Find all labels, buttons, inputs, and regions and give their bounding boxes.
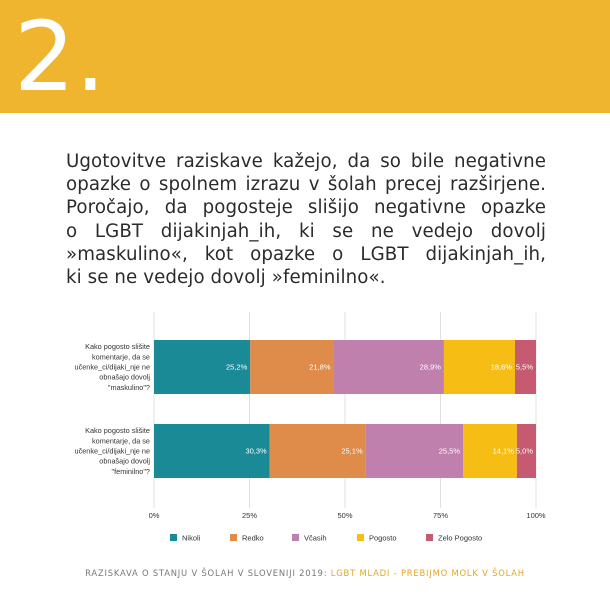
bar-segment bbox=[333, 340, 444, 394]
legend-swatch bbox=[292, 534, 299, 541]
intro-line: Ugotovitve raziskave kažejo, da so bile … bbox=[66, 151, 546, 172]
section-number-digit: 2 bbox=[14, 1, 76, 113]
footer-accent-text: LGBT MLADI - PREBIJMO MOLK V ŠOLAH bbox=[330, 568, 525, 578]
category-label: učenke_ci/dijaki_nje ne bbox=[75, 447, 150, 456]
bar-segment bbox=[463, 424, 517, 478]
bar-segment bbox=[516, 424, 536, 478]
x-tick-label: 25% bbox=[242, 511, 257, 520]
x-tick-label: 75% bbox=[433, 511, 448, 520]
data-label: 5,0% bbox=[516, 447, 533, 456]
data-label: 21,8% bbox=[309, 363, 331, 372]
legend-label: Zelo Pogosto bbox=[438, 534, 482, 543]
intro-line: o LGBT dijakinjah_ih, ki se ne vedejo do… bbox=[66, 220, 546, 242]
section-number: 2. bbox=[14, 2, 106, 112]
bar-segment bbox=[365, 424, 464, 478]
category-label: učenke_ci/dijaki_nje ne bbox=[75, 363, 150, 372]
category-label: komentarje, da se bbox=[92, 436, 150, 445]
category-label: Kako pogosto slišite bbox=[85, 342, 150, 351]
intro-line: opazke o spolnem izrazu v šolah precej r… bbox=[66, 174, 546, 196]
data-label: 30,3% bbox=[245, 447, 267, 456]
bar-segment bbox=[443, 340, 515, 394]
category-label: Kako pogosto slišite bbox=[85, 426, 150, 435]
x-tick-label: 0% bbox=[149, 511, 160, 520]
legend-label: Pogosto bbox=[369, 534, 397, 543]
bar-segment bbox=[154, 340, 251, 394]
data-label: 14,1% bbox=[493, 447, 515, 456]
legend-label: Včasih bbox=[304, 534, 327, 543]
intro-paragraph: Ugotovitve raziskave kažejo, da so bile … bbox=[66, 150, 546, 289]
x-tick-label: 100% bbox=[526, 511, 546, 520]
bar-segment bbox=[514, 340, 536, 394]
legend-swatch bbox=[230, 534, 237, 541]
data-label: 18,6% bbox=[491, 363, 513, 372]
x-tick-label: 50% bbox=[337, 511, 352, 520]
category-label: komentarje, da se bbox=[92, 352, 150, 361]
category-label: obnašajo dovolj bbox=[99, 457, 150, 466]
category-label: "maskulino"? bbox=[108, 383, 150, 392]
bar-segment bbox=[250, 340, 334, 394]
section-number-dot: . bbox=[75, 1, 106, 113]
data-label: 25,2% bbox=[226, 363, 248, 372]
category-label: "feminilno"? bbox=[112, 467, 150, 476]
legend-swatch bbox=[170, 534, 177, 541]
stacked-bar-chart: 0% 25% 50% 75% 100% 25,2% 21,8% 28,9% 18,6% 5,5% K… bbox=[75, 312, 546, 543]
legend-label: Nikoli bbox=[182, 534, 201, 543]
header-banner: 2. bbox=[0, 0, 610, 113]
footer-text: RAZISKAVA O STANJU V ŠOLAH V SLOVENIJI 2… bbox=[85, 568, 331, 578]
data-label: 25,5% bbox=[439, 447, 461, 456]
intro-line: Poročajo, da pogosteje slišijo negativne… bbox=[66, 197, 546, 219]
intro-line: »maskulino«, kot opazke o LGBT dijakinja… bbox=[66, 243, 546, 265]
legend-label: Redko bbox=[242, 534, 264, 543]
category-label: obnašajo dovolj bbox=[99, 373, 150, 382]
intro-line: ki se ne vedejo dovolj »feminilno«. bbox=[66, 267, 386, 289]
bar-segment bbox=[269, 424, 366, 478]
data-label: 5,5% bbox=[516, 363, 533, 372]
data-label: 25,1% bbox=[341, 447, 363, 456]
footer: RAZISKAVA O STANJU V ŠOLAH V SLOVENIJI 2… bbox=[0, 568, 610, 578]
bar-segment bbox=[154, 424, 270, 478]
legend-swatch bbox=[426, 534, 433, 541]
data-label: 28,9% bbox=[420, 363, 442, 372]
legend-swatch bbox=[357, 534, 364, 541]
